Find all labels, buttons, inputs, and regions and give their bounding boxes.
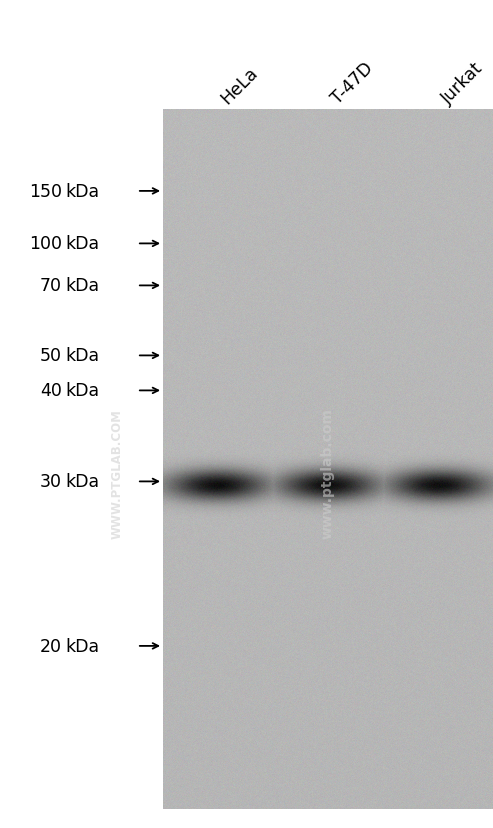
Text: 150: 150	[29, 183, 62, 200]
Text: 30: 30	[40, 473, 62, 491]
Text: 70: 70	[40, 277, 62, 295]
Text: kDa: kDa	[65, 382, 99, 400]
Text: 20: 20	[40, 637, 62, 655]
Text: kDa: kDa	[65, 277, 99, 295]
Text: kDa: kDa	[65, 235, 99, 253]
Text: kDa: kDa	[65, 637, 99, 655]
Text: HeLa: HeLa	[217, 64, 261, 108]
Text: kDa: kDa	[65, 347, 99, 365]
Text: T-47D: T-47D	[328, 59, 377, 108]
Text: Jurkat: Jurkat	[439, 60, 487, 108]
Text: www.ptglab.com: www.ptglab.com	[321, 408, 335, 539]
Text: kDa: kDa	[65, 183, 99, 200]
Text: 50: 50	[40, 347, 62, 365]
Text: 100: 100	[29, 235, 62, 253]
Text: 40: 40	[40, 382, 62, 400]
Text: kDa: kDa	[65, 473, 99, 491]
Text: WWW.PTGLAB.COM: WWW.PTGLAB.COM	[111, 408, 124, 538]
